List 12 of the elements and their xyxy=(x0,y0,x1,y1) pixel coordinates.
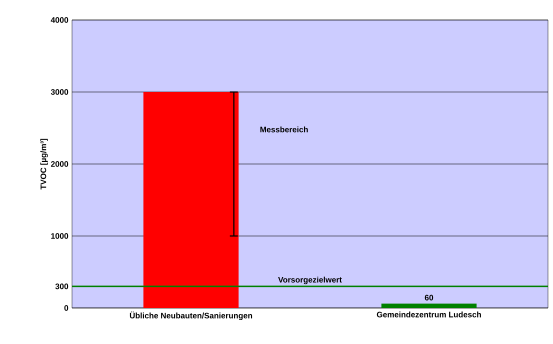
data-label: 60 xyxy=(424,294,434,300)
y-tick-label: 3000 xyxy=(50,89,68,95)
y-tick-label: 4000 xyxy=(50,17,68,23)
y-tick-label: 1000 xyxy=(51,233,68,239)
x-tick-label: Übliche Neubauten/Sanierungen xyxy=(130,312,252,320)
x-tick-label: Gemeindezentrum Ludesch xyxy=(376,312,481,318)
ref-line-label: Vorsorgezielwert xyxy=(278,276,342,284)
y-tick-label: 2000 xyxy=(50,161,68,167)
y-tick-label: 300 xyxy=(55,284,68,290)
y-tick-label: 0 xyxy=(64,305,68,311)
y-axis-title: TVOC [µg/m³] xyxy=(40,138,48,190)
annotation: Messbereich xyxy=(260,126,308,132)
